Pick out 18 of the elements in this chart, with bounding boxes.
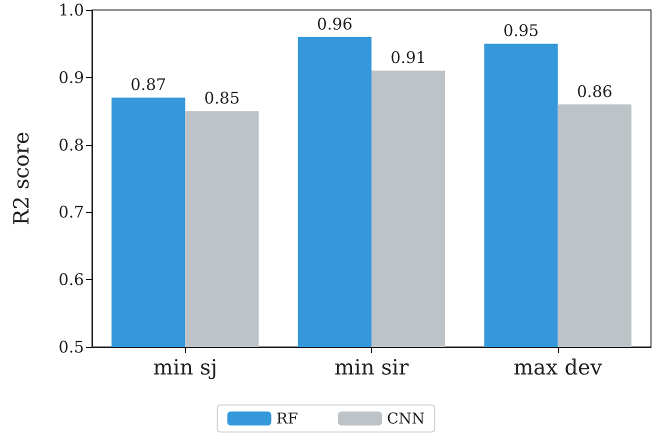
y-tick-label: 0.8: [58, 135, 84, 154]
y-tick-label: 0.9: [58, 68, 84, 87]
data-label: 0.87: [130, 75, 166, 94]
data-label: 0.86: [576, 82, 612, 101]
x-tick-label: min sir: [334, 356, 410, 380]
y-tick-label: 1.0: [58, 0, 84, 20]
data-label: 0.85: [204, 88, 240, 108]
legend-label: RF: [276, 410, 298, 428]
x-tick-label: min sj: [153, 356, 218, 380]
y-tick-label: 0.5: [58, 338, 84, 356]
x-tick-label: max dev: [513, 356, 602, 380]
data-label: 0.96: [316, 14, 353, 34]
legend-label: CNN: [386, 410, 425, 428]
y-axis-title: R2 score: [10, 132, 34, 226]
data-label: 0.95: [503, 21, 539, 40]
y-tick-label: 0.7: [58, 202, 84, 222]
data-label: 0.91: [390, 48, 426, 68]
y-tick-label: 0.6: [58, 270, 84, 290]
